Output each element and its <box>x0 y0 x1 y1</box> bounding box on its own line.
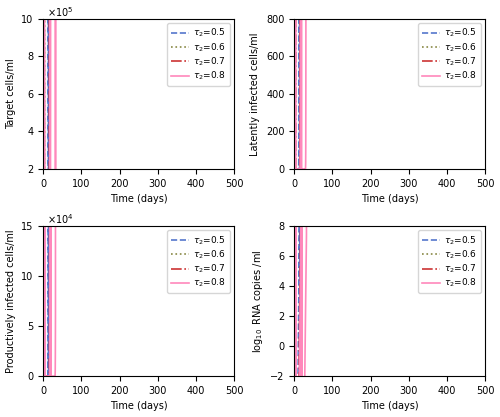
X-axis label: Time (days): Time (days) <box>361 402 418 412</box>
Text: $\times 10^4$: $\times 10^4$ <box>47 213 74 226</box>
X-axis label: Time (days): Time (days) <box>361 194 418 204</box>
Legend: $\tau_2$=0.5, $\tau_2$=0.6, $\tau_2$=0.7, $\tau_2$=0.8: $\tau_2$=0.5, $\tau_2$=0.6, $\tau_2$=0.7… <box>167 231 230 293</box>
Y-axis label: $\log_{10}$ RNA copies /ml: $\log_{10}$ RNA copies /ml <box>250 249 264 353</box>
Legend: $\tau_2$=0.5, $\tau_2$=0.6, $\tau_2$=0.7, $\tau_2$=0.8: $\tau_2$=0.5, $\tau_2$=0.6, $\tau_2$=0.7… <box>418 23 480 86</box>
Text: $\times 10^5$: $\times 10^5$ <box>47 5 74 19</box>
Y-axis label: Latently infected cells/ml: Latently infected cells/ml <box>250 32 260 156</box>
Legend: $\tau_2$=0.5, $\tau_2$=0.6, $\tau_2$=0.7, $\tau_2$=0.8: $\tau_2$=0.5, $\tau_2$=0.6, $\tau_2$=0.7… <box>167 23 230 86</box>
X-axis label: Time (days): Time (days) <box>110 402 168 412</box>
Legend: $\tau_2$=0.5, $\tau_2$=0.6, $\tau_2$=0.7, $\tau_2$=0.8: $\tau_2$=0.5, $\tau_2$=0.6, $\tau_2$=0.7… <box>418 231 480 293</box>
Y-axis label: Productively infected cells/ml: Productively infected cells/ml <box>6 229 16 373</box>
X-axis label: Time (days): Time (days) <box>110 194 168 204</box>
Y-axis label: Target cells/ml: Target cells/ml <box>6 58 16 129</box>
